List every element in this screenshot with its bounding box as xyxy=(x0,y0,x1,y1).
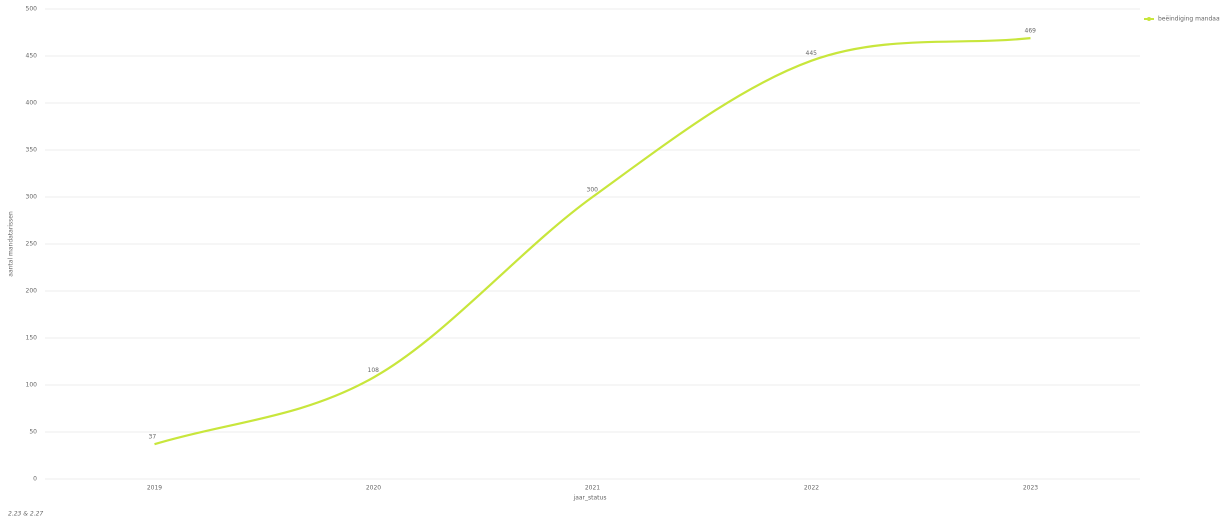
y-tick-label: 400 xyxy=(26,100,38,107)
y-tick-label: 450 xyxy=(26,53,38,60)
y-axis-label: aantal mandatarissen xyxy=(8,211,15,277)
legend-label: beëindiging mandaat xyxy=(1158,16,1220,23)
x-tick-label: 2023 xyxy=(1023,485,1038,492)
y-tick-label: 50 xyxy=(29,429,37,436)
y-tick-label: 150 xyxy=(26,335,38,342)
data-label: 300 xyxy=(587,187,599,194)
y-tick-label: 350 xyxy=(26,147,38,154)
legend-marker xyxy=(1147,17,1151,21)
y-tick-label: 100 xyxy=(26,382,38,389)
data-label: 108 xyxy=(368,367,380,374)
data-label: 445 xyxy=(806,50,818,57)
y-tick-label: 200 xyxy=(26,288,38,295)
x-tick-label: 2020 xyxy=(366,485,381,492)
data-label: 37 xyxy=(149,434,157,441)
data-label: 469 xyxy=(1025,28,1037,35)
y-tick-label: 0 xyxy=(33,476,37,483)
y-tick-label: 250 xyxy=(26,241,38,248)
y-tick-label: 300 xyxy=(26,194,38,201)
x-tick-label: 2021 xyxy=(585,485,600,492)
series-line xyxy=(154,37,1031,446)
footnote: 2.23 & 2.27 xyxy=(8,511,43,518)
x-axis-label: jaar_status xyxy=(573,495,607,502)
y-tick-label: 500 xyxy=(26,6,38,13)
x-tick-label: 2019 xyxy=(147,485,162,492)
x-tick-label: 2022 xyxy=(804,485,819,492)
